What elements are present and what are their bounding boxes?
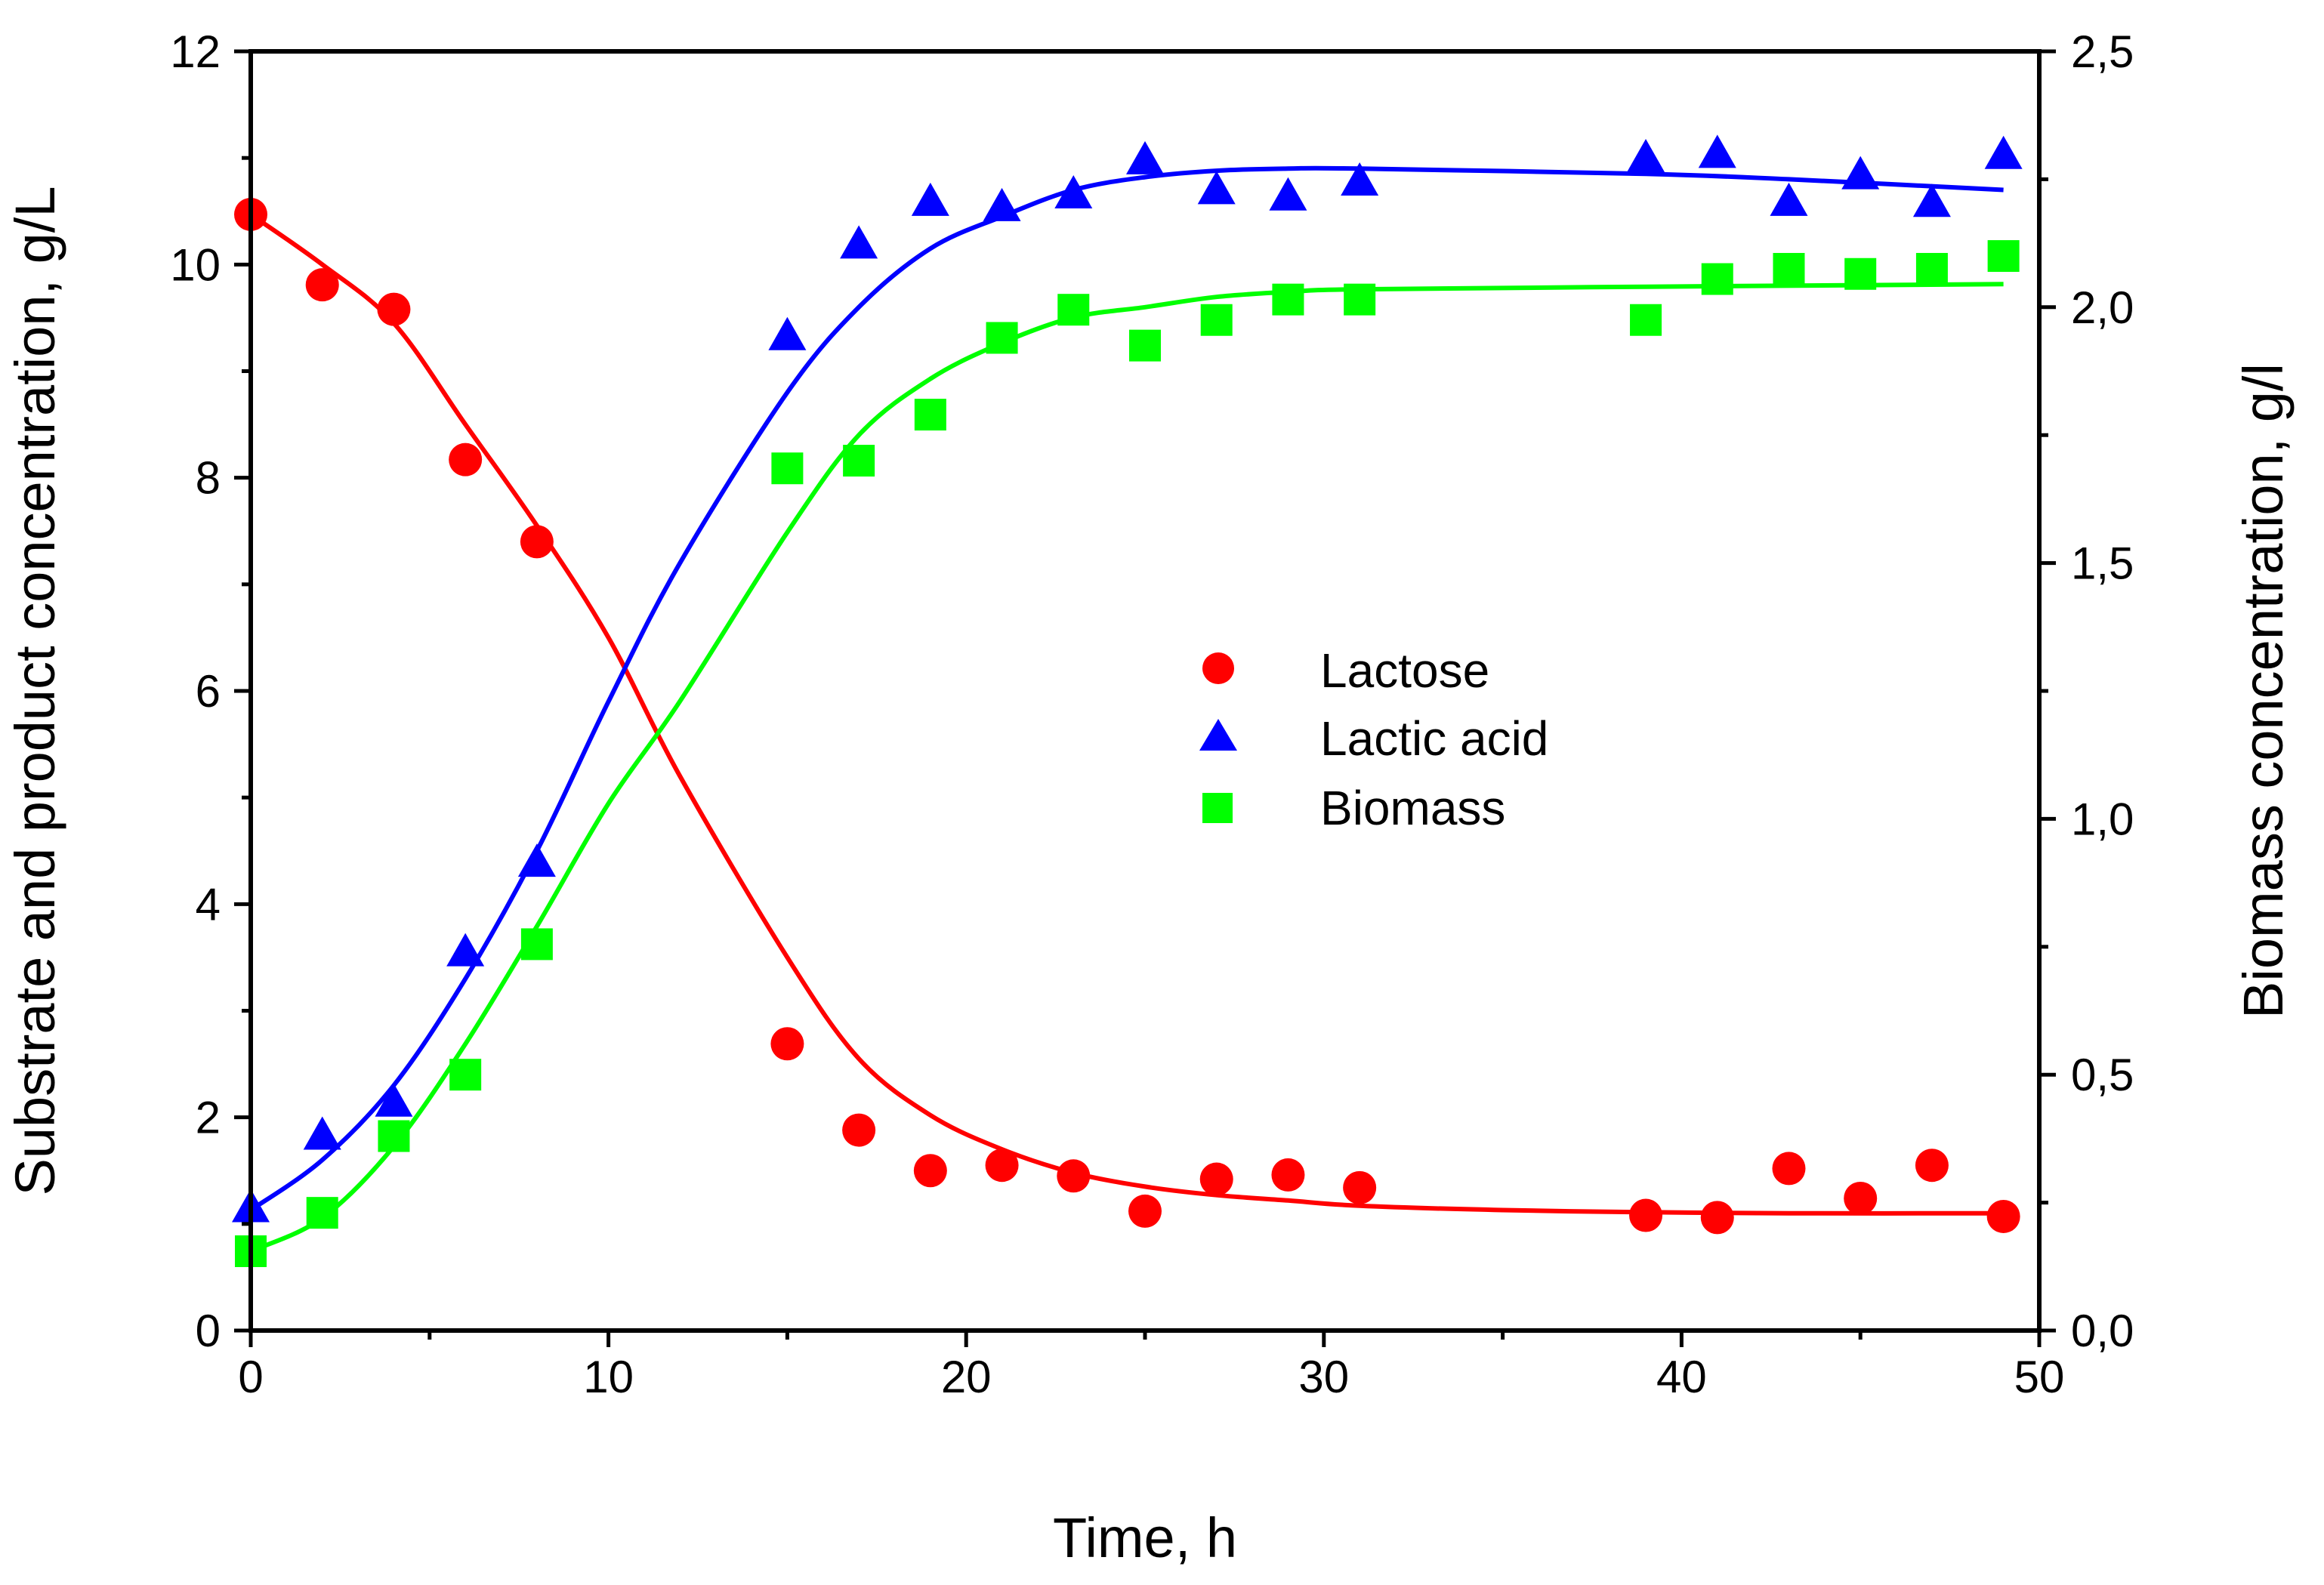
data-point-lactose: [1128, 1194, 1162, 1228]
data-point-biomass: [1701, 263, 1733, 295]
fit-line-lactic-acid: [249, 165, 2004, 1212]
data-point-lactic-acid: [1054, 174, 1093, 208]
data-point-lactose: [449, 443, 483, 476]
data-point-lactose: [1772, 1152, 1806, 1186]
data-point-lactose: [305, 268, 339, 302]
data-point-lactic-acid: [1341, 162, 1379, 196]
data-point-lactic-acid: [911, 182, 949, 216]
data-point-biomass: [1200, 304, 1233, 336]
x-tick-label: 50: [2014, 1352, 2065, 1402]
data-point-lactic-acid: [446, 933, 485, 967]
y-tick-label: 10: [170, 239, 221, 290]
data-point-lactose: [1915, 1149, 1949, 1183]
data-point-biomass: [306, 1197, 338, 1229]
data-point-biomass: [1057, 294, 1090, 326]
data-point-biomass: [843, 445, 875, 477]
data-markers: [232, 134, 2023, 1267]
data-point-lactose: [1343, 1170, 1377, 1204]
data-point-biomass: [1272, 283, 1304, 316]
axis-ticks: 0 10 20 30 40 50 0 2 4 6 8 10 12 0,0 0,5 1,0 1,5 2,0 2,5: [170, 26, 2134, 1402]
y-tick-label: 8: [196, 453, 221, 504]
y-tick-label: 12: [170, 26, 221, 77]
data-point-lactose: [770, 1027, 804, 1061]
data-point-lactic-acid: [768, 316, 807, 350]
data-point-biomass: [986, 322, 1018, 354]
data-point-lactose: [1629, 1198, 1663, 1232]
y2-tick-label: 2,5: [2071, 26, 2134, 77]
fit-line-biomass: [249, 282, 2004, 1254]
data-point-lactose: [1199, 1162, 1233, 1196]
data-point-biomass: [1344, 283, 1376, 316]
x-tick-label: 30: [1298, 1352, 1349, 1402]
data-point-lactose: [1057, 1159, 1091, 1193]
data-point-lactic-acid: [1627, 138, 1665, 172]
y-tick-label: 0: [196, 1306, 221, 1356]
x-tick-label: 0: [238, 1352, 263, 1402]
y-tick-label: 4: [196, 879, 221, 930]
data-point-lactose: [1700, 1201, 1734, 1235]
data-point-biomass: [1987, 240, 2020, 273]
data-point-lactic-acid: [1984, 135, 2023, 169]
y2-tick-label: 0,0: [2071, 1306, 2134, 1356]
fit-lines: [249, 165, 2004, 1254]
y-tick-label: 2: [196, 1093, 221, 1143]
data-point-biomass: [1844, 257, 1877, 290]
data-point-lactose: [985, 1149, 1019, 1183]
legend-label-lactose: Lactose: [1320, 643, 1489, 698]
data-point-biomass: [771, 452, 804, 485]
data-point-lactose: [1271, 1158, 1305, 1192]
data-point-lactic-acid: [1770, 182, 1808, 216]
data-point-lactic-acid: [840, 225, 878, 259]
data-point-biomass: [1773, 252, 1805, 285]
legend: Lactose Lactic acid Biomass: [1199, 643, 1548, 835]
x-axis-title: Time, h: [1053, 1506, 1237, 1569]
data-point-lactose: [1844, 1181, 1878, 1215]
data-point-lactose: [1986, 1199, 2020, 1233]
x-tick-label: 20: [941, 1352, 992, 1402]
plot-frame: [248, 49, 2042, 1333]
data-point-biomass: [1915, 252, 1948, 285]
data-point-biomass: [378, 1120, 410, 1152]
y2-tick-label: 2,0: [2071, 282, 2134, 333]
data-point-lactic-acid: [375, 1083, 413, 1117]
data-point-biomass: [520, 928, 553, 961]
y2-tick-label: 1,5: [2071, 538, 2134, 589]
data-point-lactose: [913, 1154, 947, 1188]
y-axis-title: Substrate and product concentration, g/L: [4, 187, 66, 1196]
x-tick-label: 10: [583, 1352, 634, 1402]
data-point-lactose: [520, 525, 554, 559]
data-point-lactic-acid: [1841, 156, 1880, 190]
legend-marker-biomass: [1202, 793, 1233, 823]
data-point-lactic-acid: [303, 1116, 341, 1150]
data-point-lactose: [377, 292, 411, 326]
data-point-lactic-acid: [1269, 177, 1307, 211]
y2-axis-title: Biomass concentration, g/l: [2232, 363, 2295, 1019]
legend-marker-lactose: [1202, 652, 1234, 684]
data-point-lactic-acid: [1912, 183, 1951, 217]
data-point-biomass: [1129, 329, 1161, 362]
legend-marker-lactic-acid: [1199, 719, 1237, 751]
data-point-biomass: [1630, 304, 1662, 336]
data-point-lactic-acid: [1126, 140, 1164, 174]
y2-tick-label: 0,5: [2071, 1050, 2134, 1100]
data-point-lactose: [842, 1113, 876, 1147]
fit-line-lactose: [249, 212, 2004, 1216]
x-tick-label: 40: [1656, 1352, 1707, 1402]
data-point-lactic-acid: [1197, 171, 1236, 205]
legend-label-lactic-acid: Lactic acid: [1320, 711, 1548, 766]
data-point-lactic-acid: [517, 843, 556, 877]
data-point-lactic-acid: [983, 187, 1021, 221]
data-point-lactic-acid: [1698, 134, 1736, 168]
y2-tick-label: 1,0: [2071, 794, 2134, 844]
y-tick-label: 6: [196, 666, 221, 717]
data-point-biomass: [449, 1059, 482, 1091]
data-point-biomass: [914, 399, 946, 431]
legend-label-biomass: Biomass: [1320, 781, 1505, 835]
